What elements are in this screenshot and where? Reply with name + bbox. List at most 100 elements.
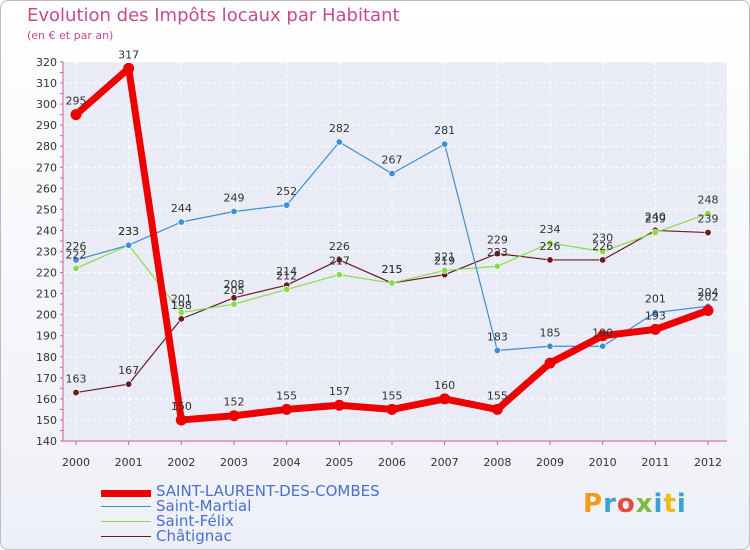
x-tick-label: 2012	[694, 456, 722, 469]
legend-swatch	[101, 490, 151, 497]
data-point	[177, 315, 185, 323]
data-point	[72, 389, 80, 397]
data-label: 219	[434, 255, 455, 268]
data-point	[335, 138, 343, 146]
y-tick-label: 200	[36, 309, 57, 322]
data-label: 267	[382, 154, 403, 167]
data-point	[441, 266, 449, 274]
data-label: 239	[645, 213, 666, 226]
data-label: 167	[118, 364, 139, 377]
x-tick-label: 2007	[431, 456, 459, 469]
data-point	[70, 109, 82, 121]
data-label: 221	[434, 250, 455, 263]
y-tick-label: 250	[36, 203, 57, 216]
data-label: 240	[645, 210, 666, 223]
data-label: 215	[382, 263, 403, 276]
x-tick-label: 2009	[536, 456, 564, 469]
data-label: 208	[224, 278, 245, 291]
data-label: 155	[487, 389, 508, 402]
data-label: 201	[645, 293, 666, 306]
data-label: 233	[118, 225, 139, 238]
data-label: 152	[224, 396, 245, 409]
data-label: 252	[276, 185, 297, 198]
data-label: 230	[592, 232, 613, 245]
data-label: 157	[329, 385, 350, 398]
x-tick-label: 2003	[220, 456, 248, 469]
data-point	[649, 323, 661, 335]
data-point	[125, 380, 133, 388]
data-point	[493, 262, 501, 270]
data-label: 190	[592, 326, 613, 339]
data-label: 155	[382, 389, 403, 402]
data-label: 155	[276, 389, 297, 402]
data-point	[599, 342, 607, 350]
legend-label: SAINT-LAURENT-DES-COMBES	[156, 482, 380, 500]
data-point	[599, 248, 607, 256]
y-tick-label: 160	[36, 393, 57, 406]
x-tick-label: 2004	[273, 456, 301, 469]
data-label: 214	[276, 265, 297, 278]
data-label: 226	[329, 240, 350, 253]
data-point	[230, 300, 238, 308]
y-tick-label: 300	[36, 98, 57, 111]
y-tick-label: 170	[36, 372, 57, 385]
data-label: 160	[434, 379, 455, 392]
y-tick-label: 220	[36, 267, 57, 280]
data-point	[177, 218, 185, 226]
data-label: 183	[487, 330, 508, 343]
data-label: 226	[592, 240, 613, 253]
data-label: 217	[329, 255, 350, 268]
legend-swatch	[101, 506, 151, 507]
data-label: 212	[276, 269, 297, 282]
data-point	[386, 403, 398, 415]
data-label: 226	[66, 240, 87, 253]
data-point	[546, 256, 554, 264]
data-label: 239	[698, 213, 719, 226]
data-label: 215	[382, 263, 403, 276]
data-label: 234	[540, 223, 561, 236]
data-point	[283, 201, 291, 209]
data-label: 204	[698, 286, 719, 299]
data-label: 193	[645, 309, 666, 322]
data-point	[702, 304, 714, 316]
y-tick-label: 240	[36, 224, 57, 237]
data-label: 229	[487, 234, 508, 247]
x-tick-label: 2011	[641, 456, 669, 469]
chart-subtitle: (en € et par an)	[27, 29, 114, 42]
data-label: 226	[540, 240, 561, 253]
data-point	[230, 207, 238, 215]
data-point	[388, 279, 396, 287]
data-label: 248	[698, 194, 719, 207]
y-tick-label: 270	[36, 161, 57, 174]
data-point	[546, 342, 554, 350]
y-tick-label: 230	[36, 246, 57, 259]
y-tick-label: 180	[36, 351, 57, 364]
data-label: 202	[698, 290, 719, 303]
data-point	[228, 410, 240, 422]
data-point	[493, 250, 501, 258]
data-point	[546, 239, 554, 247]
legend-swatch	[101, 536, 151, 537]
data-point	[544, 357, 556, 369]
data-label: 198	[171, 299, 192, 312]
proxiti-logo: Proxiti	[583, 489, 687, 519]
data-point	[335, 271, 343, 279]
data-point	[493, 346, 501, 354]
data-label: 233	[118, 225, 139, 238]
data-point	[333, 399, 345, 411]
data-point	[335, 256, 343, 264]
x-tick-label: 2000	[62, 456, 90, 469]
x-tick-label: 2008	[483, 456, 511, 469]
data-label: 295	[66, 95, 87, 108]
y-tick-label: 280	[36, 140, 57, 153]
data-label: 249	[224, 191, 245, 204]
x-tick-label: 2001	[115, 456, 143, 469]
legend-swatch	[101, 521, 151, 522]
data-point	[388, 170, 396, 178]
data-point	[125, 241, 133, 249]
x-tick-label: 2002	[167, 456, 195, 469]
y-tick-label: 140	[36, 435, 57, 448]
data-point	[439, 393, 451, 405]
